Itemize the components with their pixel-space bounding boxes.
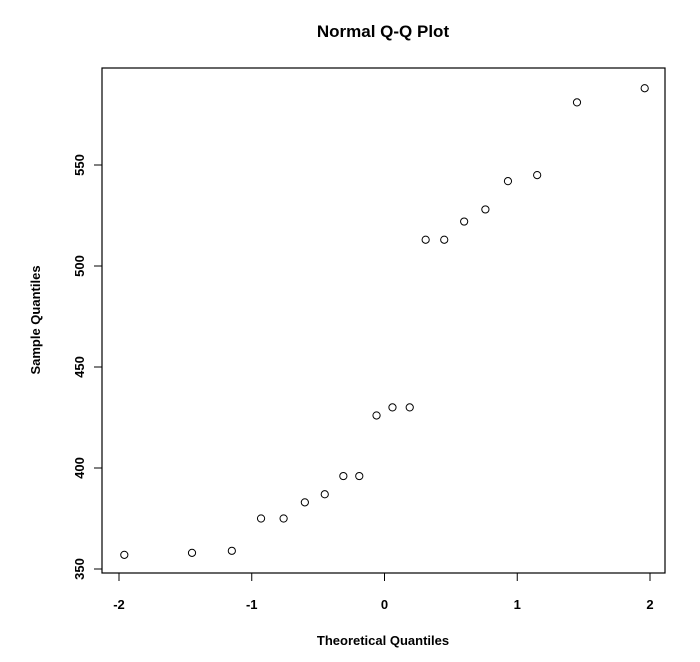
x-tick-label: 2 (646, 597, 653, 612)
plot-frame (101, 67, 666, 574)
x-tick-label: 1 (514, 597, 521, 612)
y-tick-label: 500 (72, 255, 87, 277)
data-points (120, 84, 649, 559)
y-tick-label: 400 (72, 457, 87, 479)
data-point (572, 98, 582, 107)
y-tick-label: 550 (72, 154, 87, 176)
data-point (503, 177, 513, 186)
data-point (405, 403, 414, 412)
x-axis: -2 -1 0 1 2 (113, 572, 654, 612)
y-tick-label: 350 (72, 558, 87, 580)
data-point (279, 514, 288, 523)
data-point (372, 411, 381, 420)
data-point (388, 403, 397, 412)
data-point (460, 217, 469, 226)
data-point (256, 514, 266, 523)
data-point (533, 171, 542, 180)
data-point (481, 205, 490, 214)
data-point (355, 471, 364, 481)
chart-title: Normal Q-Q Plot (317, 22, 450, 41)
data-point (227, 546, 236, 555)
data-point (640, 84, 649, 93)
x-axis-label: Theoretical Quantiles (317, 633, 449, 648)
x-tick-label: -1 (246, 597, 258, 612)
data-point (120, 550, 129, 559)
data-point (440, 235, 449, 244)
data-point (187, 548, 197, 557)
y-tick-label: 450 (72, 356, 87, 378)
y-axis-label: Sample Quantiles (28, 265, 43, 374)
data-point (421, 235, 430, 244)
x-tick-label: 0 (381, 597, 388, 612)
data-point (300, 498, 309, 507)
x-tick-label: -2 (113, 597, 125, 612)
y-axis: 350 400 450 500 550 (72, 154, 103, 580)
data-point (320, 490, 329, 499)
data-point (339, 471, 348, 481)
